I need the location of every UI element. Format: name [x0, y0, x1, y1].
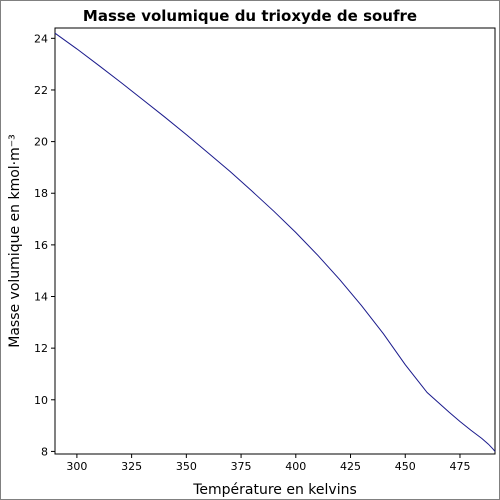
density-curve: [54, 32, 496, 452]
plot-area: [54, 27, 496, 455]
y-axis-title: Masse volumique en kmol·m⁻³: [7, 134, 23, 348]
y-axis-ticks: 8 10 12 14 16 18 20 22 24: [34, 32, 55, 458]
x-tick-label: 450: [395, 460, 416, 473]
y-tick-label: 24: [34, 32, 48, 45]
x-tick-label: 325: [121, 460, 142, 473]
x-tick-label: 375: [231, 460, 252, 473]
y-tick-label: 8: [41, 445, 48, 458]
y-tick-label: 16: [34, 239, 48, 252]
y-tick-label: 18: [34, 187, 48, 200]
y-tick-label: 12: [34, 342, 48, 355]
chart-title: Masse volumique du trioxyde de soufre: [83, 7, 417, 25]
x-tick-label: 300: [66, 460, 87, 473]
x-axis-ticks: 300 325 350 375 400 425 450 475: [66, 454, 470, 473]
x-tick-label: 350: [176, 460, 197, 473]
series-layer: [54, 32, 496, 452]
y-tick-label: 20: [34, 136, 48, 149]
y-tick-label: 22: [34, 84, 48, 97]
x-tick-label: 475: [449, 460, 470, 473]
x-axis-title: Température en kelvins: [192, 482, 357, 498]
x-tick-label: 425: [340, 460, 361, 473]
x-tick-label: 400: [285, 460, 306, 473]
y-tick-label: 10: [34, 394, 48, 407]
y-tick-label: 14: [34, 291, 48, 304]
